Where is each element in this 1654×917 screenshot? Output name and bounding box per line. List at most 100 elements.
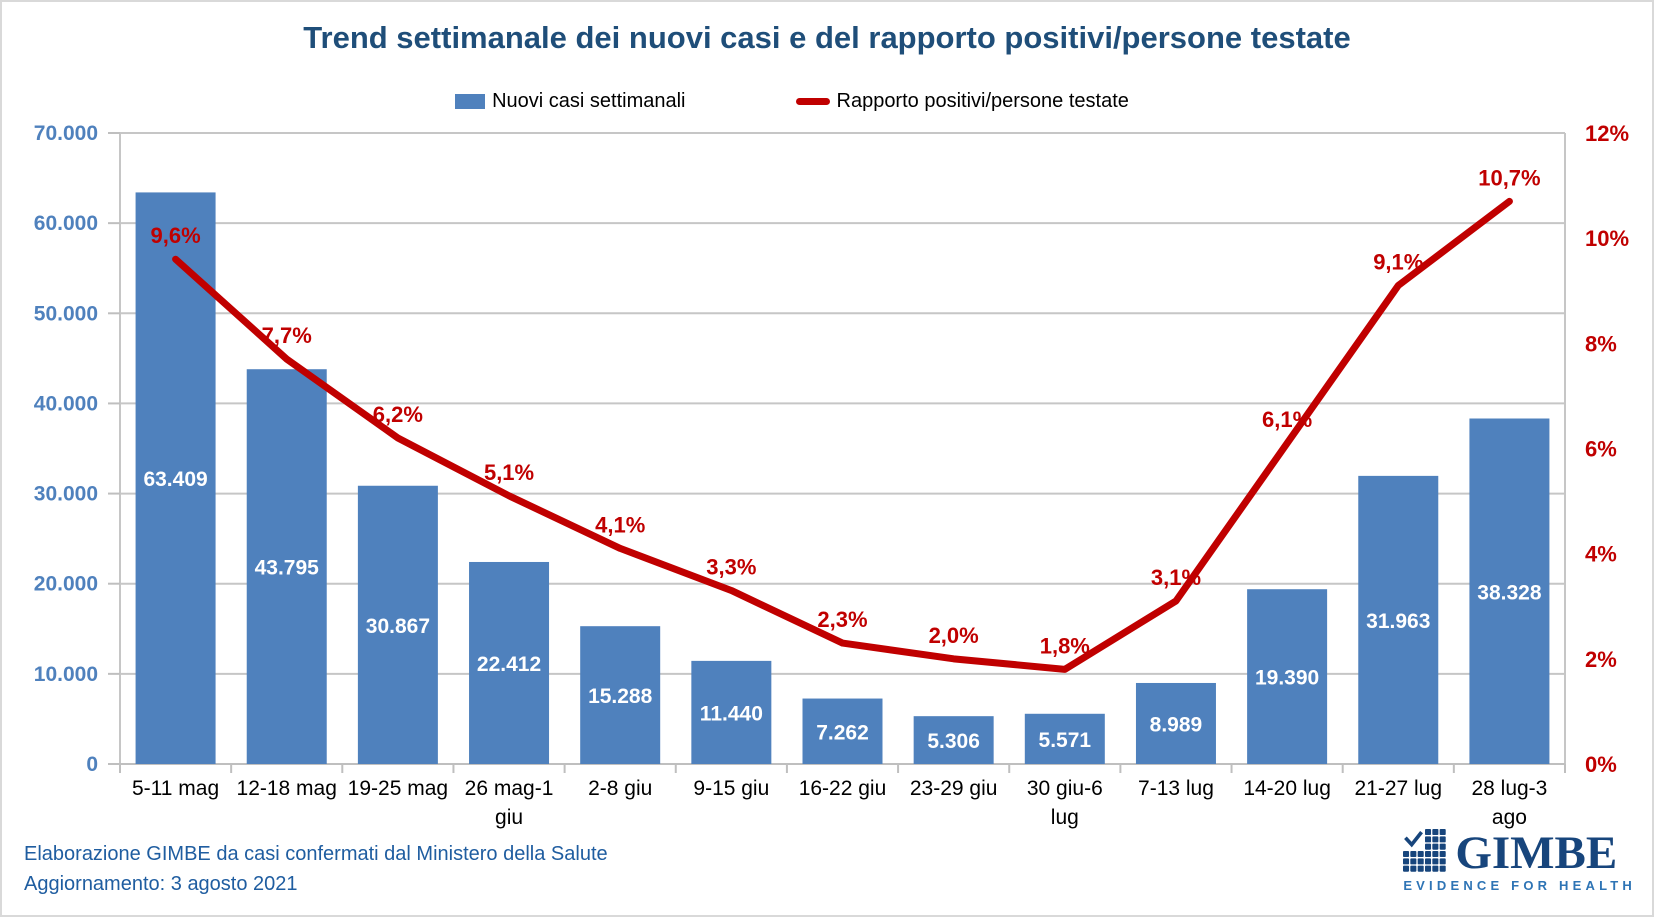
logo-grid-square — [1432, 865, 1439, 872]
logo-grid-square — [1439, 836, 1447, 843]
update-date-line: Aggiornamento: 3 agosto 2021 — [24, 873, 298, 895]
gimbe-logo-text: GIMBE — [1455, 827, 1618, 879]
y-axis-label-right: 8% — [1585, 331, 1617, 356]
y-axis-label-left: 30.000 — [34, 483, 98, 506]
gimbe-logo-row: GIMBE — [1403, 827, 1618, 879]
gimbe-logo: GIMBE EVIDENCE FOR HEALTH — [1403, 829, 1636, 893]
y-axis-label-left: 70.000 — [34, 122, 98, 145]
logo-grid-square — [1439, 858, 1447, 865]
logo-grid-square — [1425, 843, 1432, 850]
category-label: 14-20 lug — [1243, 777, 1331, 800]
bar — [246, 369, 327, 764]
category-label: 5-11 mag — [132, 777, 219, 800]
gimbe-logo-check-grid-icon — [1403, 829, 1447, 872]
bar — [1135, 682, 1216, 764]
bar — [580, 626, 661, 764]
category-label: 30 giu-6 — [1027, 777, 1103, 800]
logo-grid-square — [1417, 865, 1425, 872]
legend-item-line-series: Rapporto positivi/persone testate — [795, 89, 1129, 113]
line-point-label: 4,1% — [595, 512, 645, 537]
category-label: 7-13 lug — [1138, 777, 1214, 800]
category-label: 16-22 giu — [799, 777, 887, 800]
logo-grid-square — [1425, 865, 1432, 872]
bar-value-label: 11.440 — [700, 702, 763, 725]
chart-legend: Nuovi casi settimanali Rapporto positivi… — [2, 86, 1652, 116]
y-axis-label-right: 4% — [1585, 542, 1617, 567]
bar — [913, 716, 994, 764]
category-label: 23-29 giu — [910, 777, 998, 800]
bar — [1024, 713, 1105, 764]
logo-grid-square — [1432, 843, 1439, 850]
bar-value-label: 5.306 — [927, 730, 980, 753]
source-line: Elaborazione GIMBE da casi confermati da… — [24, 843, 608, 865]
line-point-label: 10,7% — [1478, 165, 1540, 190]
legend-line-label: Rapporto positivi/persone testate — [836, 89, 1129, 112]
category-label: lug — [1051, 806, 1079, 829]
y-axis-label-right: 6% — [1585, 437, 1617, 462]
bar-value-label: 31.963 — [1366, 610, 1430, 633]
logo-grid-square — [1403, 858, 1410, 865]
line-point-label: 3,1% — [1151, 565, 1201, 590]
bar-value-label: 8.989 — [1150, 713, 1203, 736]
bar-value-label: 7.262 — [816, 721, 869, 744]
line-point-label: 3,3% — [706, 554, 756, 579]
bar — [469, 561, 550, 764]
logo-grid-square — [1425, 858, 1432, 865]
bar — [691, 660, 772, 764]
category-label: 19-25 mag — [348, 777, 448, 800]
bar-value-label: 38.328 — [1477, 581, 1542, 604]
logo-grid-square — [1439, 851, 1447, 858]
line-series-swatch-icon — [795, 97, 830, 105]
bar-value-label: 5.571 — [1039, 729, 1092, 752]
logo-grid-square — [1432, 829, 1439, 836]
legend-item-bar-series: Nuovi casi settimanali — [455, 89, 686, 113]
category-label: 26 mag-1 — [465, 777, 554, 800]
y-axis-label-left: 50.000 — [34, 302, 98, 325]
bar-value-label: 43.795 — [255, 557, 320, 580]
logo-grid-square — [1425, 851, 1432, 858]
line-point-label: 9,1% — [1373, 249, 1423, 274]
logo-grid-square — [1432, 836, 1439, 843]
line-point-label: 5,1% — [484, 460, 534, 485]
bar — [357, 485, 438, 764]
category-label: 28 lug-3 — [1471, 777, 1547, 800]
bar-value-label: 22.412 — [477, 653, 541, 676]
category-label: 2-8 giu — [588, 777, 652, 800]
y-axis-label-left: 10.000 — [34, 663, 98, 686]
bar — [1247, 589, 1328, 764]
y-axis-label-left: 60.000 — [34, 212, 98, 235]
line-point-label: 2,3% — [817, 607, 867, 632]
logo-grid-square — [1439, 865, 1447, 872]
logo-grid-square — [1432, 851, 1439, 858]
gimbe-logo-tagline: EVIDENCE FOR HEALTH — [1403, 878, 1636, 893]
y-axis-label-right: 10% — [1585, 226, 1629, 251]
bar-value-label: 15.288 — [588, 685, 653, 708]
source-note: Elaborazione GIMBE da casi confermati da… — [24, 839, 608, 899]
line-point-label: 7,7% — [262, 323, 312, 348]
category-label: 9-15 giu — [693, 777, 769, 800]
line-point-label: 9,6% — [150, 223, 200, 248]
y-axis-label-left: 40.000 — [34, 392, 98, 415]
line-point-label: 1,8% — [1040, 633, 1090, 658]
logo-grid-square — [1417, 858, 1425, 865]
logo-grid-square — [1439, 843, 1447, 850]
logo-grid-square — [1410, 858, 1417, 865]
bar — [1358, 475, 1439, 764]
line-point-label: 6,1% — [1262, 407, 1312, 432]
y-axis-label-left: 20.000 — [34, 573, 98, 596]
bar-value-label: 30.867 — [366, 615, 430, 638]
bar-series-swatch-icon — [455, 93, 486, 109]
bar-value-label: 19.390 — [1255, 667, 1319, 690]
bar — [1469, 418, 1550, 764]
bar-value-label: 63.409 — [143, 468, 207, 491]
logo-grid-square — [1403, 851, 1410, 858]
logo-grid-square — [1417, 851, 1425, 858]
logo-grid-square — [1439, 829, 1447, 836]
category-label: 12-18 mag — [237, 777, 337, 800]
y-axis-label-right: 0% — [1585, 752, 1617, 777]
logo-grid-square — [1425, 829, 1432, 836]
chart-title: Trend settimanale dei nuovi casi e del r… — [303, 20, 1351, 55]
legend-bar-label: Nuovi casi settimanali — [492, 89, 686, 112]
